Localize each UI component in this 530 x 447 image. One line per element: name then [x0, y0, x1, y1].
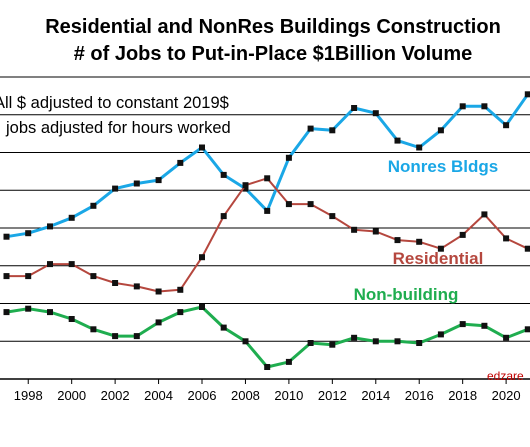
series-point [4, 273, 10, 279]
x-tick-label: 2006 [188, 388, 217, 403]
series-point [351, 105, 357, 111]
legend-label-non-building: Non-building [354, 285, 459, 304]
series-point [329, 342, 335, 348]
series-point [329, 127, 335, 133]
series-point [134, 181, 140, 187]
series-point [481, 211, 487, 217]
series-point [177, 309, 183, 315]
series-point [525, 326, 530, 332]
legend-label-residential: Residential [393, 249, 484, 268]
series-point [308, 201, 314, 207]
series-point [525, 91, 530, 97]
series-point [395, 338, 401, 344]
x-tick-label: 1998 [14, 388, 43, 403]
series-point [264, 208, 270, 214]
series-point [199, 145, 205, 151]
series-point [69, 261, 75, 267]
series-point [199, 304, 205, 310]
series-point [25, 230, 31, 236]
x-tick-label: 2016 [405, 388, 434, 403]
series-point [481, 103, 487, 109]
series-point [308, 340, 314, 346]
series-point [373, 338, 379, 344]
series-point [460, 321, 466, 327]
series-point [47, 309, 53, 315]
chart-title-line-2: # of Jobs to Put-in-Place $1Billion Volu… [74, 43, 473, 65]
series-point [286, 201, 292, 207]
series-point [177, 287, 183, 293]
series-point [395, 237, 401, 243]
x-tick-label: 2002 [101, 388, 130, 403]
series-point [47, 223, 53, 229]
series-point [221, 213, 227, 219]
series-point [286, 155, 292, 161]
series-point [221, 325, 227, 331]
series-point [47, 261, 53, 267]
series-point [308, 126, 314, 132]
x-tick-label: 2014 [361, 388, 390, 403]
series-point [286, 359, 292, 365]
legend-label-nonres: Nonres Bldgs [388, 157, 499, 176]
series-point [416, 340, 422, 346]
series-point [177, 160, 183, 166]
chart-note-1: All $ adjusted to constant 2019$ [0, 94, 229, 112]
series-point [460, 103, 466, 109]
series-point [112, 333, 118, 339]
series-point [134, 283, 140, 289]
series-point [156, 319, 162, 325]
series-point [134, 333, 140, 339]
series-point [503, 335, 509, 341]
series-point [351, 227, 357, 233]
x-tick-label: 2020 [492, 388, 521, 403]
series-point [264, 175, 270, 181]
series-point [25, 306, 31, 312]
series-point [416, 145, 422, 151]
series-point [69, 316, 75, 322]
series-point [90, 326, 96, 332]
watermark: edzare [487, 369, 524, 383]
series-point [503, 235, 509, 241]
x-tick-label: 2004 [144, 388, 173, 403]
series-point [90, 203, 96, 209]
series-point [90, 273, 96, 279]
series-point [329, 213, 335, 219]
series-point [112, 186, 118, 192]
series-point [112, 280, 118, 286]
x-tick-label: 2000 [57, 388, 86, 403]
series-point [503, 122, 509, 128]
series-point [438, 127, 444, 133]
series-point [351, 335, 357, 341]
series-point [525, 246, 530, 252]
series-point [264, 364, 270, 370]
series-point [69, 215, 75, 221]
series-point [25, 273, 31, 279]
series-point [438, 331, 444, 337]
x-tick-label: 2018 [448, 388, 477, 403]
chart-title-line-1: Residential and NonRes Buildings Constru… [45, 16, 501, 38]
series-point [4, 234, 10, 240]
series-point [156, 289, 162, 295]
series-point [243, 338, 249, 344]
series-point [199, 254, 205, 260]
chart-note-2: jobs adjusted for hours worked [5, 119, 231, 137]
series-point [373, 110, 379, 116]
series-point [4, 309, 10, 315]
x-tick-label: 2010 [274, 388, 303, 403]
series-point [416, 239, 422, 245]
series-point [243, 182, 249, 188]
series-point [481, 323, 487, 329]
x-tick-label: 2012 [318, 388, 347, 403]
series-point [460, 232, 466, 238]
series-point [221, 172, 227, 178]
series-point [156, 177, 162, 183]
x-tick-label: 2008 [231, 388, 260, 403]
series-point [395, 138, 401, 144]
series-point [373, 229, 379, 235]
